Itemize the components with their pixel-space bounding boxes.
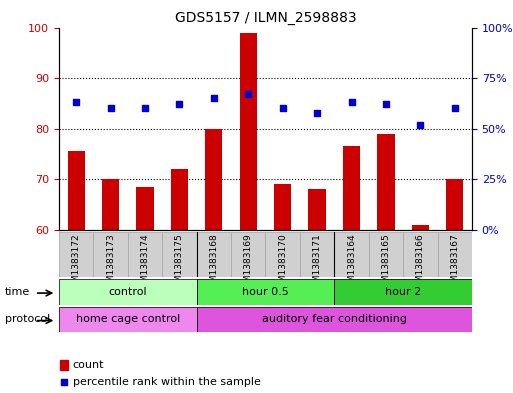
- Bar: [231, 232, 266, 277]
- Text: GSM1383170: GSM1383170: [278, 233, 287, 294]
- Bar: [300, 232, 334, 277]
- Bar: [403, 232, 438, 277]
- Bar: [308, 189, 326, 230]
- Bar: [59, 307, 196, 332]
- Point: [347, 99, 356, 106]
- Bar: [162, 232, 196, 277]
- Point: [416, 121, 424, 128]
- Point: [107, 105, 115, 112]
- Text: percentile rank within the sample: percentile rank within the sample: [73, 377, 261, 387]
- Point: [72, 99, 81, 106]
- Bar: [265, 232, 300, 277]
- Point: [175, 101, 184, 108]
- Bar: [171, 169, 188, 230]
- Bar: [59, 279, 196, 305]
- Bar: [59, 232, 93, 277]
- Text: GSM1383166: GSM1383166: [416, 233, 425, 294]
- Text: GSM1383165: GSM1383165: [382, 233, 390, 294]
- Text: GSM1383172: GSM1383172: [72, 233, 81, 294]
- Bar: [196, 307, 472, 332]
- Title: GDS5157 / ILMN_2598883: GDS5157 / ILMN_2598883: [174, 11, 357, 25]
- Bar: [136, 187, 153, 230]
- Text: GSM1383173: GSM1383173: [106, 233, 115, 294]
- Point: [210, 95, 218, 101]
- Text: protocol: protocol: [5, 314, 50, 324]
- Text: GSM1383168: GSM1383168: [209, 233, 219, 294]
- Text: GSM1383169: GSM1383169: [244, 233, 253, 294]
- Bar: [334, 279, 472, 305]
- Bar: [369, 232, 403, 277]
- Bar: [196, 279, 334, 305]
- Bar: [59, 279, 196, 305]
- Bar: [196, 307, 472, 332]
- Point: [141, 105, 149, 112]
- Bar: [265, 232, 300, 277]
- Bar: [59, 307, 196, 332]
- Bar: [300, 232, 334, 277]
- Bar: [196, 232, 231, 277]
- Bar: [59, 232, 93, 277]
- Bar: [378, 134, 394, 230]
- Bar: [343, 147, 360, 230]
- Bar: [102, 179, 119, 230]
- Bar: [128, 232, 162, 277]
- Point: [279, 105, 287, 112]
- Text: auditory fear conditioning: auditory fear conditioning: [262, 314, 407, 324]
- Bar: [403, 232, 438, 277]
- Point: [61, 378, 69, 385]
- Text: hour 2: hour 2: [385, 287, 421, 297]
- Bar: [334, 232, 369, 277]
- Text: GSM1383175: GSM1383175: [175, 233, 184, 294]
- Text: GSM1383167: GSM1383167: [450, 233, 459, 294]
- Bar: [93, 232, 128, 277]
- Bar: [231, 232, 266, 277]
- Bar: [196, 279, 334, 305]
- Bar: [93, 232, 128, 277]
- Bar: [369, 232, 403, 277]
- Bar: [240, 33, 257, 230]
- Text: GSM1383171: GSM1383171: [312, 233, 322, 294]
- Bar: [162, 232, 196, 277]
- Bar: [60, 360, 68, 370]
- Text: control: control: [109, 287, 147, 297]
- Point: [244, 91, 252, 97]
- Bar: [438, 232, 472, 277]
- Text: hour 0.5: hour 0.5: [242, 287, 289, 297]
- Point: [450, 105, 459, 112]
- Text: GSM1383164: GSM1383164: [347, 233, 356, 294]
- Bar: [334, 279, 472, 305]
- Bar: [274, 184, 291, 230]
- Bar: [334, 232, 369, 277]
- Bar: [446, 179, 463, 230]
- Text: home cage control: home cage control: [76, 314, 180, 324]
- Point: [382, 101, 390, 108]
- Point: [313, 109, 321, 116]
- Bar: [68, 151, 85, 230]
- Text: time: time: [5, 287, 30, 297]
- Bar: [128, 232, 162, 277]
- Bar: [438, 232, 472, 277]
- Bar: [205, 129, 223, 230]
- Text: GSM1383174: GSM1383174: [141, 233, 149, 294]
- Bar: [412, 225, 429, 230]
- Bar: [196, 232, 231, 277]
- Text: count: count: [73, 360, 104, 370]
